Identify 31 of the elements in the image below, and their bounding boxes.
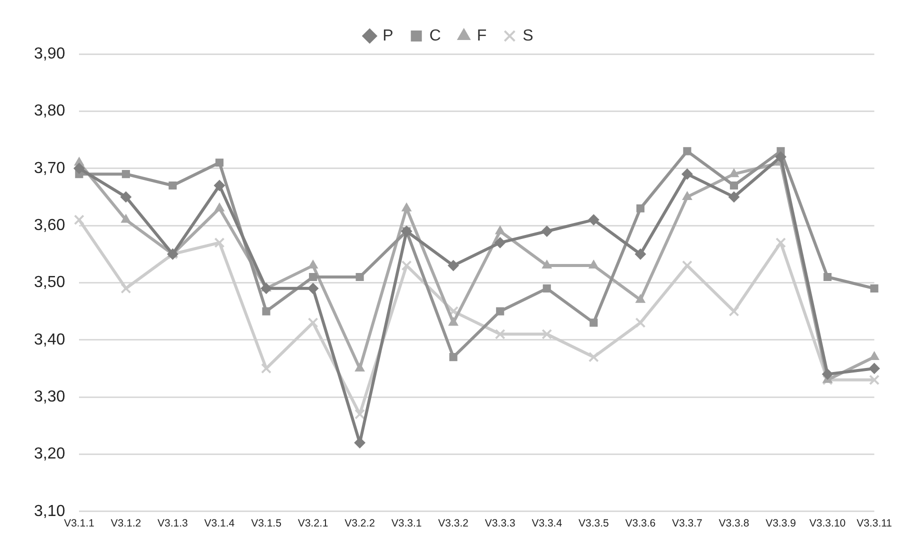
y-tick-label: 3,70 bbox=[34, 160, 66, 177]
x-tick-label: V3.1.2 bbox=[110, 518, 142, 530]
legend-label: F bbox=[476, 27, 487, 44]
y-tick-label: 3,90 bbox=[34, 45, 66, 62]
x-tick-label: V3.3.7 bbox=[672, 518, 703, 530]
x-tick-label: V3.3.5 bbox=[578, 518, 609, 530]
x-tick-label: V3.3.6 bbox=[625, 518, 656, 530]
x-tick-label: V3.3.2 bbox=[438, 518, 469, 530]
x-tick-label: V3.1.1 bbox=[64, 518, 94, 530]
x-tick-label: V3.2.2 bbox=[344, 518, 376, 530]
x-tick-label: V3.3.8 bbox=[718, 518, 750, 530]
y-tick-label: 3,60 bbox=[34, 216, 66, 234]
x-tick-label: V3.2.1 bbox=[298, 518, 328, 530]
legend-label: C bbox=[429, 27, 441, 44]
x-tick-label: V3.1.5 bbox=[251, 518, 282, 530]
x-tick-label: V3.3.10 bbox=[809, 518, 846, 530]
y-tick-label: 3,50 bbox=[34, 274, 66, 292]
legend-label: P bbox=[382, 27, 394, 44]
y-tick-label: 3,10 bbox=[34, 502, 66, 520]
x-tick-label: V3.3.3 bbox=[484, 518, 516, 530]
x-tick-label: V3.3.1 bbox=[391, 518, 422, 530]
y-tick-label: 3,30 bbox=[34, 388, 66, 406]
y-tick-label: 3,40 bbox=[34, 331, 66, 348]
x-tick-label: V3.3.11 bbox=[856, 518, 892, 530]
legend-label: S bbox=[522, 27, 534, 44]
x-tick-label: V3.1.4 bbox=[204, 518, 235, 530]
x-tick-label: V3.1.3 bbox=[158, 518, 188, 530]
x-tick-label: V3.3.4 bbox=[532, 518, 562, 530]
y-tick-label: 3,80 bbox=[34, 102, 66, 120]
y-tick-label: 3,20 bbox=[34, 446, 66, 463]
x-tick-label: V3.3.9 bbox=[766, 518, 796, 530]
